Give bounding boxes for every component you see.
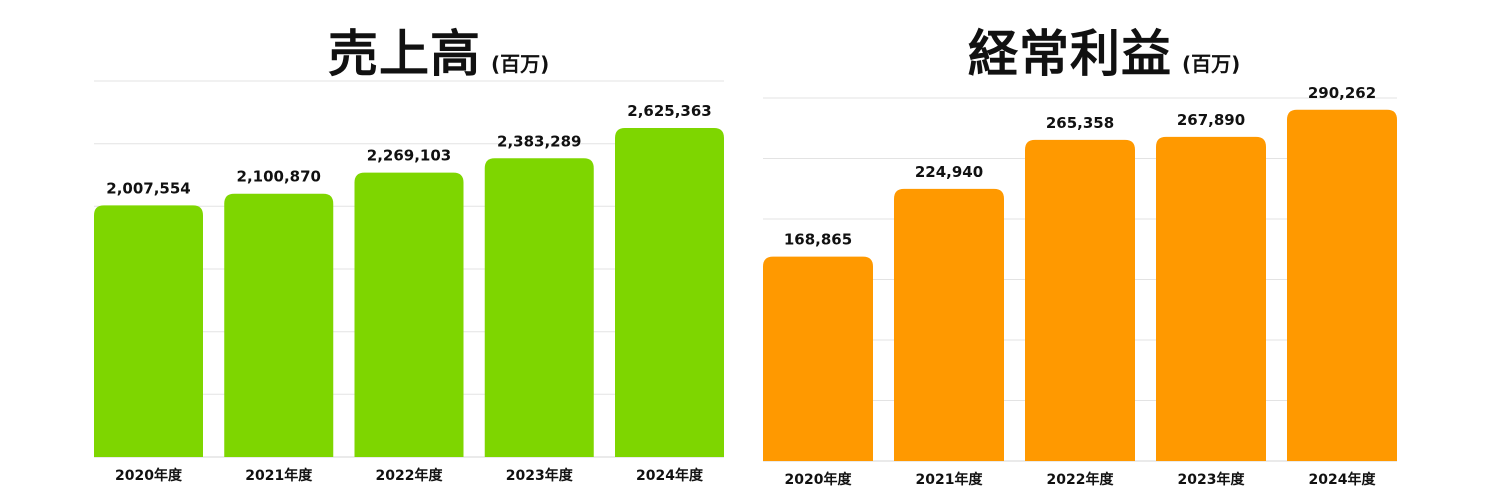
profit-value-label-0: 168,865 (784, 231, 852, 249)
profit-bar-2 (1025, 139, 1135, 462)
profit-category-label-1: 2021年度 (916, 471, 984, 488)
profit-bar-0 (763, 256, 873, 461)
profit-category-label-3: 2023年度 (1178, 471, 1246, 488)
sales-bar-4 (615, 127, 724, 458)
sales-category-label-2: 2022年度 (376, 467, 444, 484)
profit-bar-3 (1156, 136, 1266, 462)
profit-category-label-2: 2022年度 (1047, 471, 1115, 488)
sales-bar-2 (354, 172, 464, 457)
sales-bar-1 (224, 193, 334, 457)
profit-category-label-4: 2024年度 (1309, 471, 1377, 488)
profit-value-label-2: 265,358 (1046, 114, 1114, 132)
sales-category-label-0: 2020年度 (115, 467, 183, 484)
sales-value-label-3: 2,383,289 (497, 132, 581, 150)
profit-category-label-0: 2020年度 (785, 471, 853, 488)
sales-value-label-1: 2,100,870 (237, 168, 321, 186)
profit-value-label-4: 290,262 (1308, 84, 1376, 102)
sales-category-label-1: 2021年度 (245, 467, 313, 484)
sales-value-label-4: 2,625,363 (627, 102, 711, 120)
sales-bar-chart: 2,007,554 2020年度 2,100,870 2021年度 2,269,103 2… (94, 80, 724, 484)
profit-bar-4 (1287, 109, 1397, 461)
profit-bar-1 (894, 188, 1004, 461)
sales-value-label-0: 2,007,554 (106, 179, 190, 197)
sales-category-label-4: 2024年度 (636, 467, 704, 484)
sales-value-label-2: 2,269,103 (367, 147, 451, 165)
sales-chart-title: 売上高 (百万) (328, 14, 549, 86)
sales-bar-3 (484, 158, 594, 458)
profit-value-label-3: 267,890 (1177, 111, 1245, 129)
sales-title-text: 売上高 (328, 25, 481, 83)
sales-bar-0 (94, 205, 203, 457)
profit-chart-title: 経常利益 (百万) (968, 14, 1240, 86)
profit-unit-text: (百万) (1182, 52, 1241, 76)
sales-unit-text: (百万) (491, 52, 550, 76)
sales-category-label-3: 2023年度 (506, 467, 574, 484)
profit-title-text: 経常利益 (968, 25, 1172, 83)
profit-value-label-1: 224,940 (915, 163, 983, 181)
ordinary-profit-bar-chart: 168,865 2020年度 224,940 2021年度 265,358 2022年度 2… (763, 84, 1397, 488)
